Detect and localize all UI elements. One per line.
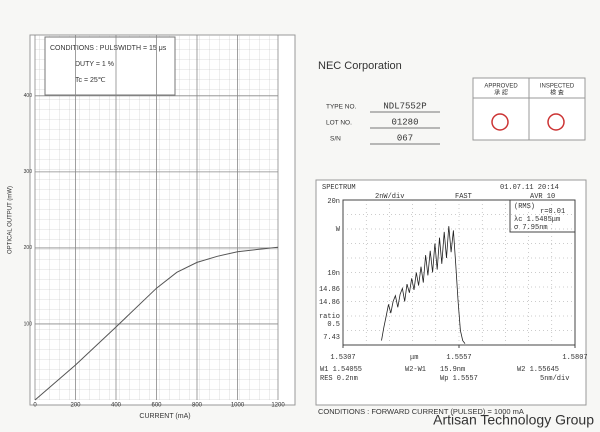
device-value: 067: [397, 133, 413, 143]
annotation: μm: [410, 354, 418, 362]
condition: Tc = 25℃: [75, 77, 106, 84]
annotation: W2-W1: [405, 366, 426, 374]
y-axis-label: OPTICAL OUTPUT (mW): [8, 186, 14, 254]
stamp-sub: 承 認: [494, 89, 508, 97]
x-tick-label: 1.5557: [446, 354, 471, 362]
conditions-box: [44, 36, 176, 96]
rms-box: [509, 199, 576, 233]
annotation: W2 1.55645: [517, 366, 559, 374]
annotation: 7.43: [323, 334, 340, 342]
y-tick-label: 200: [24, 245, 33, 251]
footer: CONDITIONS : FORWARD CURRENT (PULSED) = …: [318, 407, 524, 416]
annotation: 20n: [327, 198, 340, 206]
annotation: ratio: [319, 313, 340, 321]
annotation: Wp 1.5557: [440, 375, 478, 383]
charts: 0 200 400 600 800 1000 1200 100 200 300 400 CURRENT…: [8, 35, 588, 420]
annotation: FAST: [455, 193, 472, 201]
data-line: [381, 226, 466, 344]
stamp-title: INSPECTED: [540, 84, 575, 90]
annotation: W1 1.54055: [320, 366, 362, 374]
x-tick-label: 200: [70, 403, 81, 409]
annotation: r=0.01: [540, 208, 565, 216]
annotation: SPECTRUM: [322, 184, 356, 192]
annotation: W: [336, 226, 341, 234]
annotation: 2nW/div: [375, 193, 404, 201]
annotation: AVR 10: [530, 193, 555, 201]
annotation: 14.86: [319, 286, 340, 294]
annotation: 5nm/div: [540, 375, 569, 383]
x-tick-label: 1.5807: [562, 354, 587, 362]
condition: DUTY = 1 %: [75, 61, 114, 68]
device-label: S/N: [330, 136, 341, 143]
y-tick-label: 300: [24, 169, 33, 175]
annotation: 15.9nm: [440, 366, 465, 374]
x-axis-label: CURRENT (mA): [139, 413, 190, 420]
x-tick-label: 800: [192, 403, 203, 409]
annotation: 14.86: [319, 299, 340, 307]
device-value: 01280: [391, 117, 418, 127]
seal: [547, 113, 565, 131]
x-tick-label: 600: [151, 403, 162, 409]
device-table: TYPE NO. LOT NO. S/N NDL7552P 01280 067: [326, 101, 440, 145]
annotation: 0.5: [327, 321, 340, 329]
annotation: RES 0.2nm: [320, 375, 358, 383]
device-label: LOT NO.: [326, 120, 352, 127]
stamps: APPROVED 承 認 INSPECTED 検 査: [472, 77, 586, 141]
device-value: NDL7552P: [383, 101, 426, 111]
stamp-title: APPROVED: [484, 84, 518, 90]
y-tick-label: 400: [24, 93, 33, 99]
device-label: TYPE NO.: [326, 104, 357, 111]
annotation: λc 1.5485μm: [514, 216, 560, 224]
company: NEC Corporation: [318, 60, 402, 72]
annotation: 10n: [327, 270, 340, 278]
x-tick-label: 1.5307: [330, 354, 355, 362]
x-tick-label: 0: [33, 403, 37, 409]
data-line: [34, 246, 279, 401]
annotation: σ 7.95nm: [514, 224, 548, 232]
annotation: 01.07.11 20:14: [500, 184, 559, 192]
x-tick-label: 1000: [231, 403, 245, 409]
annotation: (RMS): [514, 203, 535, 211]
x-tick-label: 400: [111, 403, 122, 409]
x-tick-label: 1200: [271, 403, 285, 409]
watermark: Artisan Technology Group: [433, 412, 594, 428]
stamp-sub: 検 査: [550, 89, 564, 97]
condition: CONDITIONS : PULSWIDTH = 15 μs: [50, 45, 167, 52]
y-tick-label: 100: [24, 321, 33, 327]
seal: [491, 113, 509, 131]
